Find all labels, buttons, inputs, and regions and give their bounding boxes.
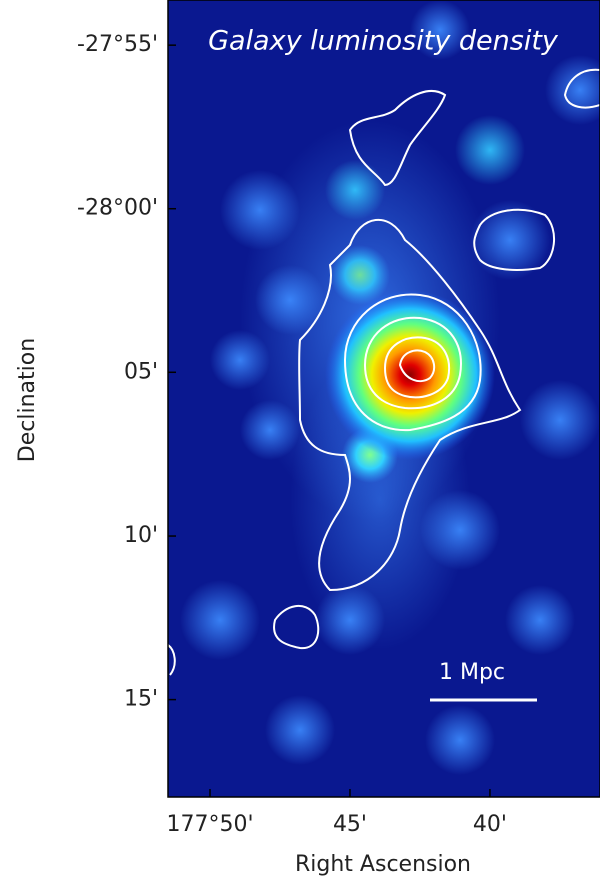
- luminosity-map: [168, 0, 600, 797]
- y-tick-label: 10': [124, 523, 158, 548]
- chart-title: Galaxy luminosity density: [208, 26, 559, 57]
- y-tick-label: -28°00': [77, 196, 158, 221]
- x-tick-label: 177°50': [166, 812, 253, 837]
- y-tick-label: -27°55': [77, 32, 158, 57]
- plot-frame: [167, 0, 600, 798]
- x-axis-label: Right Ascension: [295, 852, 471, 877]
- x-tick-label: 40': [473, 812, 507, 837]
- y-tick-label: 05': [124, 359, 158, 384]
- scale-bar-label: 1 Mpc: [439, 660, 505, 685]
- x-tick-label: 45': [333, 812, 367, 837]
- y-tick-label: 15': [124, 687, 158, 712]
- y-axis-label: Declination: [15, 338, 40, 462]
- contours: [168, 68, 600, 676]
